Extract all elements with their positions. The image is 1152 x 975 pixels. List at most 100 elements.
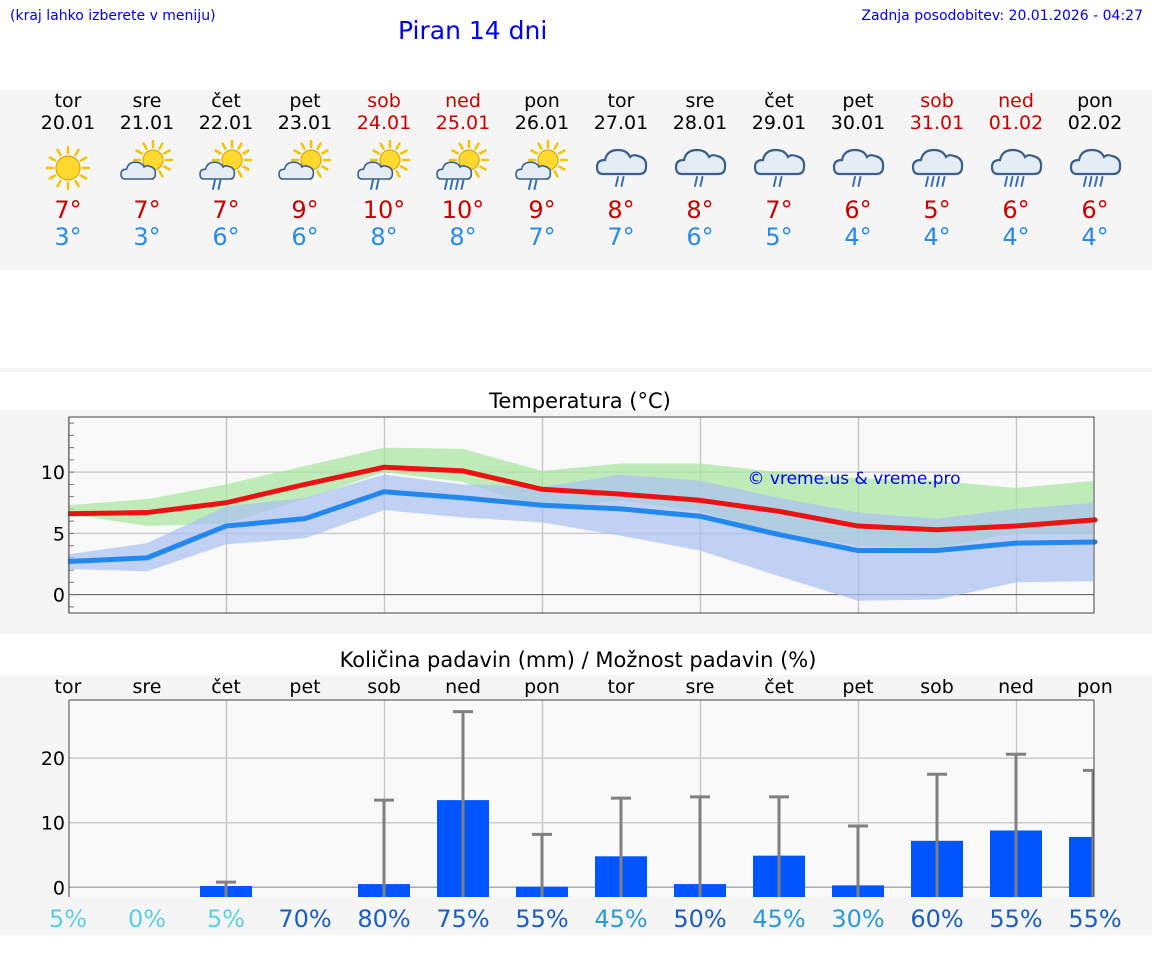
sun-cloud-icon: [265, 138, 345, 198]
precipitation-chance: 45%: [752, 905, 805, 933]
precipitation-chance: 60%: [910, 905, 963, 933]
category-label: čet: [211, 676, 241, 698]
day-date: 20.01: [40, 112, 96, 134]
day-date: 29.01: [751, 112, 807, 134]
max-temperature: 10°: [441, 196, 485, 224]
section-divider: [0, 368, 1152, 372]
category-label: sre: [133, 676, 162, 698]
max-temperature: 9°: [291, 196, 319, 224]
day-name: čet: [211, 90, 241, 112]
min-temperature: 7°: [528, 223, 556, 251]
y-tick-label: 5: [53, 523, 65, 545]
y-tick-label: 0: [53, 585, 65, 607]
min-temperature: 5°: [765, 223, 793, 251]
precipitation-bar: [1069, 836, 1093, 897]
y-tick-label: 0: [53, 877, 65, 899]
min-temperature: 8°: [370, 223, 398, 251]
day-column: čet 22.01 7° 6°: [186, 90, 266, 250]
day-date: 27.01: [593, 112, 649, 134]
category-label: tor: [608, 676, 635, 698]
y-tick-label: 10: [41, 813, 65, 835]
day-date: 02.02: [1067, 112, 1123, 134]
cloud-rain-icon: [660, 138, 740, 198]
min-temperature: 6°: [291, 223, 319, 251]
min-temperature: 6°: [212, 223, 240, 251]
category-label: pet: [842, 676, 873, 698]
day-column: pet 23.01 9° 6°: [265, 90, 345, 250]
max-temperature: 7°: [212, 196, 240, 224]
cloud-rain-icon: [818, 138, 898, 198]
category-label: sre: [686, 676, 715, 698]
max-temperature: 10°: [362, 196, 406, 224]
day-name: sre: [132, 90, 162, 112]
precipitation-chance: 5%: [49, 905, 87, 933]
day-name: ned: [445, 90, 481, 112]
precipitation-chance: 30%: [831, 905, 884, 933]
max-temperature: 7°: [54, 196, 82, 224]
day-name: pon: [1077, 90, 1113, 112]
forecast-strip: [0, 90, 1152, 270]
max-temperature: 7°: [765, 196, 793, 224]
day-name: tor: [607, 90, 635, 112]
day-column: sre 21.01 7° 3°: [107, 90, 187, 250]
precipitation-chance: 0%: [128, 905, 166, 933]
day-date: 01.02: [988, 112, 1044, 134]
chart-title: Temperatura (°C): [488, 389, 671, 413]
watermark: © vreme.us & vreme.pro: [747, 469, 960, 489]
day-name: tor: [54, 90, 82, 112]
day-name: pet: [289, 90, 321, 112]
max-temperature-line: [67, 464, 1098, 533]
category-label: čet: [764, 676, 794, 698]
precipitation-chance: 45%: [594, 905, 647, 933]
min-temperature: 3°: [133, 223, 161, 251]
cloud-heavy-rain-icon: [897, 138, 977, 198]
max-temperature: 8°: [607, 196, 635, 224]
day-date: 24.01: [356, 112, 412, 134]
day-column: tor 20.01 7° 3°: [28, 90, 108, 250]
precipitation-chance: 80%: [357, 905, 410, 933]
day-date: 22.01: [198, 112, 254, 134]
day-column: sob 24.01 10° 8°: [344, 90, 424, 250]
day-column: ned 01.02 6° 4°: [976, 90, 1056, 250]
precipitation-chance: 55%: [989, 905, 1042, 933]
day-date: 30.01: [830, 112, 886, 134]
min-temperature-band: [68, 474, 1095, 601]
sun-cloud-heavy-rain-icon: [423, 138, 503, 198]
sun-cloud-rain-icon: [186, 138, 266, 198]
cloud-heavy-rain-icon: [976, 138, 1056, 198]
day-column: čet 29.01 7° 5°: [739, 90, 819, 250]
cloud-heavy-rain-icon: [1055, 138, 1135, 198]
min-temperature: 4°: [1002, 223, 1030, 251]
precipitation-chance: 70%: [278, 905, 331, 933]
category-label: ned: [998, 676, 1034, 698]
min-temperature: 3°: [54, 223, 82, 251]
precipitation-chance: 55%: [1068, 905, 1121, 933]
day-column: sre 28.01 8° 6°: [660, 90, 740, 250]
category-label: pet: [289, 676, 320, 698]
day-column: sob 31.01 5° 4°: [897, 90, 977, 250]
day-column: tor 27.01 8° 7°: [581, 90, 661, 250]
day-date: 25.01: [435, 112, 491, 134]
day-name: sob: [367, 90, 401, 112]
page-title: Piran 14 dni: [398, 16, 548, 45]
last-update: Zadnja posodobitev: 20.01.2026 - 04:27: [861, 8, 1143, 24]
min-temperature: 6°: [686, 223, 714, 251]
day-name: sre: [685, 90, 715, 112]
precipitation-chance: 55%: [515, 905, 568, 933]
max-temperature: 6°: [1081, 196, 1109, 224]
max-temperature: 8°: [686, 196, 714, 224]
day-name: ned: [998, 90, 1034, 112]
day-date: 23.01: [277, 112, 333, 134]
precipitation-chance: 75%: [436, 905, 489, 933]
max-temperature: 9°: [528, 196, 556, 224]
category-label: sob: [920, 676, 954, 698]
y-tick-label: 10: [41, 462, 65, 484]
cloud-rain-icon: [739, 138, 819, 198]
max-temperature: 7°: [133, 196, 161, 224]
day-column: pon 26.01 9° 7°: [502, 90, 582, 250]
sun-cloud-rain-icon: [344, 138, 424, 198]
y-tick-label: 20: [41, 748, 65, 770]
day-date: 21.01: [119, 112, 175, 134]
day-name: čet: [764, 90, 794, 112]
min-temperature: 8°: [449, 223, 477, 251]
